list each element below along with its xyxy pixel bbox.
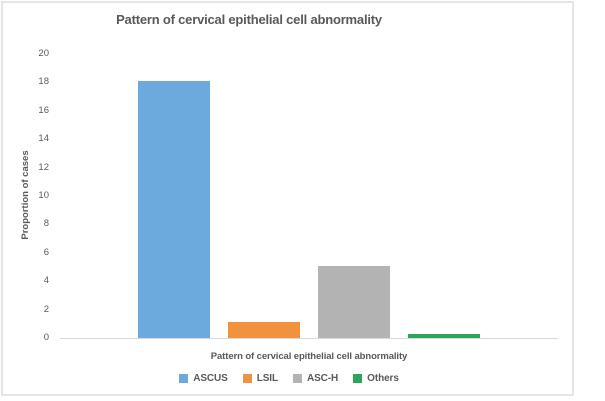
y-tick-label: 4 <box>43 275 49 286</box>
bar-ascus <box>138 81 210 338</box>
y-tick-label: 10 <box>38 190 49 201</box>
y-tick-label: 18 <box>38 76 49 87</box>
y-tick-label: 20 <box>38 48 49 59</box>
legend-label: Others <box>367 373 399 384</box>
legend-item-ascus: ASCUS <box>179 373 228 384</box>
y-tick-label: 16 <box>38 105 49 116</box>
legend-label: ASCUS <box>193 373 228 384</box>
bar-lsil <box>228 322 300 338</box>
legend-swatch-icon <box>242 374 252 383</box>
y-tick-label: 0 <box>43 332 49 343</box>
y-tick-label: 8 <box>43 218 49 229</box>
y-tick-label: 2 <box>43 304 49 315</box>
legend-swatch-icon <box>353 374 363 383</box>
legend-item-asc-h: ASC-H <box>292 373 339 384</box>
legend-label: ASC-H <box>306 373 339 384</box>
chart-frame: Pattern of cervical epithelial cell abno… <box>1 1 574 396</box>
legend-label: LSIL <box>256 373 278 384</box>
legend-swatch-icon <box>179 374 189 383</box>
bar-others <box>408 334 480 338</box>
legend-swatch-icon <box>292 374 302 383</box>
chart-title: Pattern of cervical epithelial cell abno… <box>116 12 382 27</box>
x-axis-title: Pattern of cervical epithelial cell abno… <box>210 351 408 362</box>
legend-item-others: Others <box>353 373 399 384</box>
legend-item-lsil: LSIL <box>242 373 278 384</box>
legend: ASCUS LSIL ASC-H Others <box>57 373 521 384</box>
x-axis-line <box>60 338 558 339</box>
y-tick-label: 6 <box>43 247 49 258</box>
y-tick-label: 14 <box>38 133 49 144</box>
y-tick-label: 12 <box>38 162 49 173</box>
bar-asc-h <box>318 266 390 338</box>
